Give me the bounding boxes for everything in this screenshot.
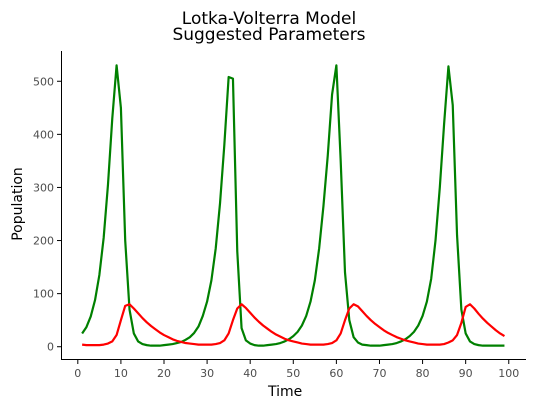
series-layer [81, 64, 506, 347]
x-tick-label: 30 [200, 367, 214, 380]
y-tick-label: 200 [33, 235, 54, 248]
x-tick-label: 70 [372, 367, 386, 380]
chart-subtitle: Suggested Parameters [172, 25, 366, 45]
x-tick-label: 60 [329, 367, 343, 380]
y-tick-label: 400 [33, 128, 54, 141]
x-tick-label: 90 [459, 367, 473, 380]
y-axis-label: Population [10, 167, 26, 241]
y-tick-label: 100 [33, 288, 54, 301]
x-tick-label: 0 [74, 367, 81, 380]
x-tick-label: 10 [114, 367, 128, 380]
y-tick-label: 500 [33, 75, 54, 88]
x-tick-label: 20 [157, 367, 171, 380]
chart-title: Lotka-Volterra Model [181, 9, 357, 29]
series-line-1 [81, 64, 505, 347]
ticks-layer: 0 10 20 30 40 50 60 70 80 90 100 0 100 200 300 400 500 [33, 75, 519, 380]
x-tick-label: 100 [498, 367, 519, 380]
x-tick-label: 40 [243, 367, 257, 380]
x-tick-label: 80 [416, 367, 430, 380]
y-tick-label: 0 [47, 341, 54, 354]
series-line-2 [81, 303, 506, 347]
y-tick-label: 300 [33, 181, 54, 194]
x-axis-label: Time [268, 384, 303, 400]
x-tick-label: 50 [286, 367, 300, 380]
